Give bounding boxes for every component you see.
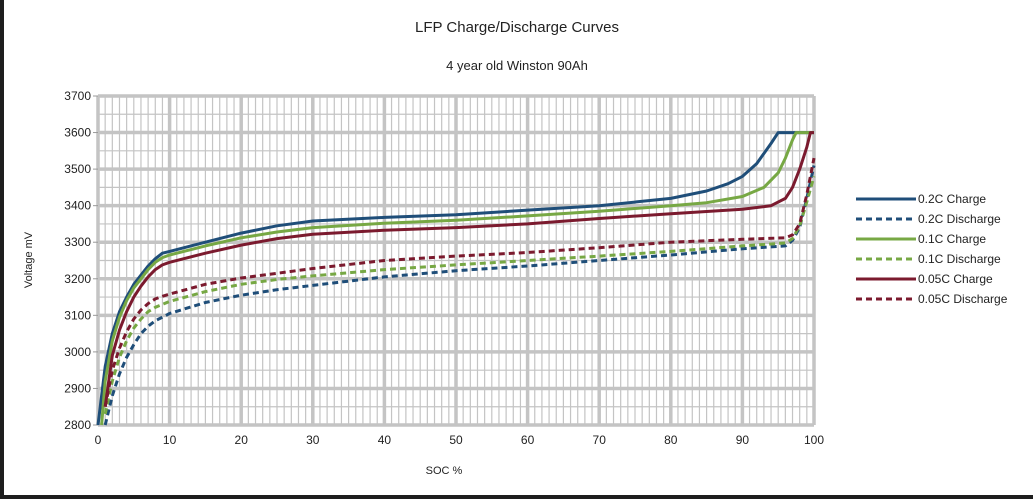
- y-tick-label: 3200: [64, 272, 91, 286]
- series-line-0-2c-charge: [96, 131, 814, 426]
- chart-title: LFP Charge/Discharge Curves: [415, 19, 619, 36]
- y-tick-label: 3600: [64, 126, 91, 140]
- series-line-0-1c-charge: [100, 131, 814, 426]
- legend-label: 0.2C Charge: [918, 192, 986, 206]
- x-tick-label: 70: [593, 433, 607, 447]
- x-tick-label: 10: [163, 433, 177, 447]
- legend-label: 0.05C Charge: [918, 272, 993, 286]
- series-group: [96, 131, 816, 426]
- series-line-0-2c-discharge: [103, 165, 816, 426]
- series-line-0-05c-discharge: [103, 157, 816, 407]
- grid: [96, 94, 816, 427]
- x-tick-label: 50: [449, 433, 463, 447]
- x-tick-label: 80: [664, 433, 678, 447]
- legend-label: 0.2C Discharge: [918, 212, 1001, 226]
- series-line-0-1c-discharge: [103, 175, 816, 415]
- y-tick-label: 3400: [64, 199, 91, 213]
- x-tick-label: 0: [95, 433, 102, 447]
- legend-label: 0.1C Discharge: [918, 252, 1001, 266]
- y-tick-label: 2900: [64, 381, 91, 395]
- y-tick-label: 3300: [64, 235, 91, 249]
- x-tick-label: 30: [306, 433, 320, 447]
- x-tick-label: 90: [736, 433, 750, 447]
- y-tick-label: 3700: [64, 89, 91, 103]
- y-ticks: 2800 2900 3000 3100 3200 3300 3400 3500 3600 3700: [64, 89, 98, 432]
- y-tick-label: 2800: [64, 418, 91, 432]
- y-tick-label: 3500: [64, 162, 91, 176]
- series-line-0-05c-charge: [103, 131, 814, 407]
- y-axis-label: Voltage mV: [23, 231, 35, 288]
- x-tick-label: 20: [235, 433, 249, 447]
- x-axis-label: SOC %: [426, 465, 463, 477]
- y-tick-label: 3100: [64, 308, 91, 322]
- x-tick-label: 60: [521, 433, 535, 447]
- y-tick-label: 3000: [64, 345, 91, 359]
- x-tick-label: 100: [804, 433, 824, 447]
- chart-subtitle: 4 year old Winston 90Ah: [446, 58, 588, 73]
- x-tick-label: 40: [378, 433, 392, 447]
- x-ticks: 0 10 20 30 40 50 60 70 80 90 100: [95, 433, 825, 447]
- chart-svg: LFP Charge/Discharge Curves 4 year old W…: [23, 19, 1008, 477]
- legend-label: 0.05C Discharge: [918, 292, 1008, 306]
- legend-label: 0.1C Charge: [918, 232, 986, 246]
- legend: 0.2C Charge 0.2C Discharge 0.1C Charge 0.1C…: [856, 192, 1008, 306]
- chart-canvas: LFP Charge/Discharge Curves 4 year old W…: [4, 0, 1033, 495]
